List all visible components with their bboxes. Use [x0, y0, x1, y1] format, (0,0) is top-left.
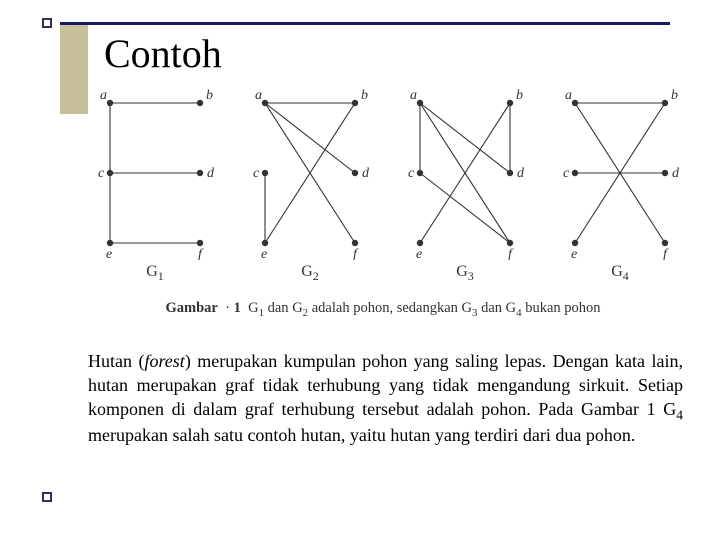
accent-bar	[60, 24, 88, 114]
caption-t1: dan	[268, 300, 293, 316]
caption-t2: adalah pohon, sedangkan	[312, 300, 462, 316]
graph-label-g1: G1	[85, 263, 225, 284]
svg-text:c: c	[563, 166, 570, 181]
title-rule	[60, 22, 670, 25]
caption-g4: G4	[506, 300, 522, 316]
svg-text:b: b	[206, 88, 213, 103]
corner-square-top	[42, 18, 52, 28]
body-sub4: 4	[676, 407, 683, 422]
svg-text:f: f	[198, 247, 204, 260]
svg-text:e: e	[571, 247, 577, 260]
body-p1c: merupakan salah satu contoh hutan, yaitu…	[88, 425, 635, 445]
caption-t3: dan	[481, 300, 506, 316]
svg-text:f: f	[508, 247, 514, 260]
graph-label-g3: G3	[395, 263, 535, 284]
svg-text:c: c	[253, 166, 260, 181]
graph-g2: abcdefG2	[240, 85, 380, 260]
graph-label-g4: G4	[550, 263, 690, 284]
svg-text:b: b	[516, 88, 523, 103]
figure-area: a b c d e f G1 a b c d e f G2 a b c d e f G3 a b c d e f G4	[85, 85, 685, 315]
caption-g1: G1	[248, 300, 264, 316]
corner-square-bottom	[42, 492, 52, 502]
svg-text:a: a	[255, 88, 262, 103]
caption-t4: bukan pohon	[525, 300, 600, 316]
svg-text:d: d	[517, 166, 525, 181]
slide-title: Contoh	[104, 30, 222, 77]
body-p1a: Hutan (	[88, 351, 144, 371]
svg-text:e: e	[416, 247, 422, 260]
svg-text:d: d	[207, 166, 215, 181]
caption-g2: G2	[292, 300, 308, 316]
graph-g1: abcdefG1	[85, 85, 225, 260]
svg-text:d: d	[672, 166, 680, 181]
svg-text:c: c	[408, 166, 415, 181]
svg-text:b: b	[361, 88, 368, 103]
svg-text:a: a	[100, 88, 107, 103]
graph-g3: abcdefG3	[395, 85, 535, 260]
svg-text:c: c	[98, 166, 105, 181]
figure-caption: Gambar · 1 G1 dan G2 adalah pohon, sedan…	[88, 300, 678, 319]
graph-g4: abcdefG4	[550, 85, 690, 260]
svg-text:f: f	[353, 247, 359, 260]
svg-text:e: e	[261, 247, 267, 260]
body-paragraph: Hutan (forest) merupakan kumpulan pohon …	[88, 350, 683, 448]
svg-text:b: b	[671, 88, 678, 103]
svg-text:a: a	[410, 88, 417, 103]
caption-g3: G3	[462, 300, 478, 316]
graph-label-g2: G2	[240, 263, 380, 284]
svg-text:d: d	[362, 166, 370, 181]
svg-text:e: e	[106, 247, 112, 260]
svg-text:a: a	[565, 88, 572, 103]
body-forest: forest	[144, 351, 184, 371]
caption-num: 1	[234, 300, 241, 316]
caption-bold: Gambar	[166, 300, 218, 316]
svg-text:f: f	[663, 247, 669, 260]
